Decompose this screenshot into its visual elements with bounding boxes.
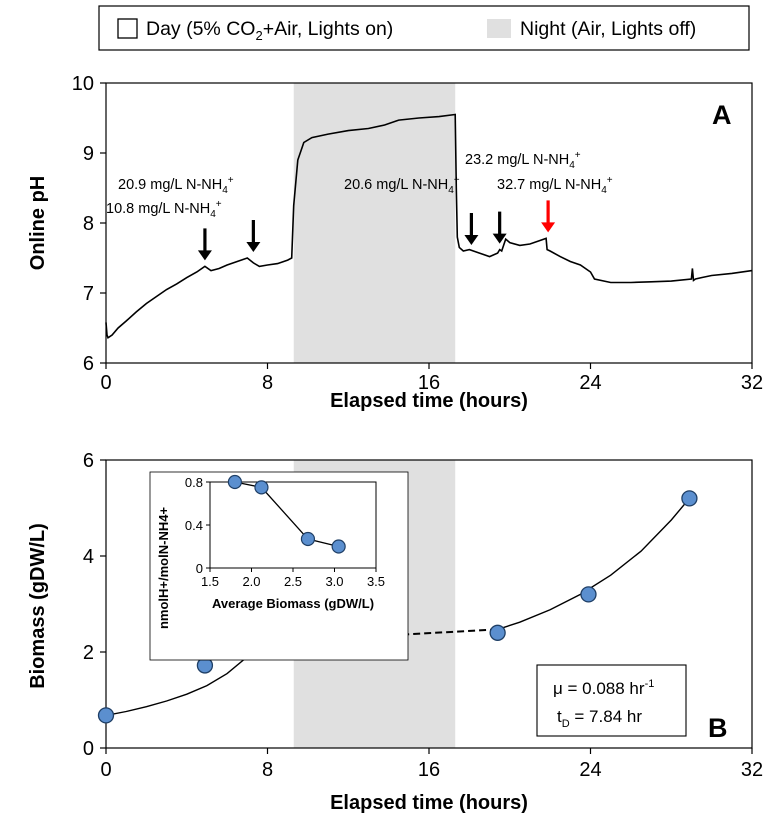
panel-b-y-tick-label: 0 bbox=[83, 738, 94, 760]
inset-data-point bbox=[254, 480, 269, 495]
panel-a-night-band bbox=[293, 83, 456, 363]
legend-day-label: Day (5% CO2+Air, Lights on) bbox=[146, 18, 393, 43]
biomass-data-point bbox=[489, 624, 506, 641]
panel-b-x-tick-label: 32 bbox=[741, 759, 763, 781]
panel-a-x-tick-label: 24 bbox=[579, 372, 601, 394]
nh4-addition-label: 10.8 mg/L N-NH4+ bbox=[106, 199, 222, 220]
legend: Day (5% CO2+Air, Lights on) Night (Air, … bbox=[98, 5, 750, 51]
doubling-time-text: tD = 7.84 hr bbox=[557, 707, 642, 730]
inset-x-tick-label: 2.0 bbox=[242, 574, 260, 589]
panel-b-y-tick-label: 4 bbox=[83, 546, 94, 568]
ph-series-line bbox=[105, 113, 753, 340]
inset-y-tick-label: 0.4 bbox=[185, 518, 203, 533]
panel-a-y-tick-label: 8 bbox=[83, 213, 94, 235]
legend-day-swatch bbox=[117, 18, 138, 39]
inset-x-tick-label: 1.5 bbox=[201, 574, 219, 589]
legend-night-swatch bbox=[487, 19, 511, 38]
biomass-fit-day1 bbox=[105, 641, 260, 717]
panel-a-y-tick-label: 9 bbox=[83, 143, 94, 165]
panel-a-x-tick-label: 0 bbox=[100, 372, 111, 394]
nh4-addition-arrowhead bbox=[197, 250, 212, 261]
inset-data-point bbox=[331, 539, 346, 554]
inset-y-tick-label: 0 bbox=[196, 561, 203, 576]
nh4-addition-label: 32.7 mg/L N-NH4+ bbox=[497, 175, 613, 196]
inset-background bbox=[149, 471, 409, 661]
nh4-addition-label: 20.6 mg/L N-NH4+ bbox=[344, 175, 460, 196]
inset-x-tick-label: 3.5 bbox=[367, 574, 385, 589]
legend-night-label: Night (Air, Lights off) bbox=[520, 18, 696, 40]
nh4-addition-arrowhead bbox=[492, 233, 507, 244]
panel-a-y-tick-label: 6 bbox=[83, 353, 94, 375]
inset-x-tick-label: 2.5 bbox=[284, 574, 302, 589]
panel-b-x-axis-label: Elapsed time (hours) bbox=[330, 792, 528, 814]
inset-series-line bbox=[234, 481, 339, 548]
panel-b-x-tick-label: 24 bbox=[579, 759, 601, 781]
nh4-addition-label: 20.9 mg/L N-NH4+ bbox=[118, 175, 234, 196]
panel-a-letter: A bbox=[712, 100, 732, 130]
inset-data-point bbox=[300, 531, 316, 547]
panel-a-ph-chart: 0 8 16 24 32 6 7 8 9 10 10.8 mg/L N-NH4+ 20.9 mg/L… bbox=[27, 73, 763, 412]
nh4-addition-label: 23.2 mg/L N-NH4+ bbox=[465, 150, 581, 171]
panel-b-letter: B bbox=[708, 713, 728, 743]
panel-b-x-tick-label: 8 bbox=[262, 759, 273, 781]
panel-a-y-tick-label: 10 bbox=[72, 73, 94, 95]
biomass-data-point bbox=[681, 490, 698, 507]
biomass-fit-day2 bbox=[497, 495, 692, 631]
panel-a-x-tick-label: 8 bbox=[262, 372, 273, 394]
inset-y-axis-label: nmolH+/molN-NH4+ bbox=[156, 507, 171, 629]
panel-b-y-tick-label: 2 bbox=[83, 642, 94, 664]
growth-rate-text: μ = 0.088 hr-1 bbox=[553, 678, 654, 698]
inset-data-point bbox=[227, 474, 242, 490]
panel-b-x-tick-label: 16 bbox=[418, 759, 440, 781]
panel-b-y-axis-label: Biomass (gDW/L) bbox=[27, 523, 49, 689]
panel-b-x-tick-label: 0 bbox=[100, 759, 111, 781]
panel-b-y-tick-label: 6 bbox=[83, 450, 94, 472]
biomass-data-point bbox=[97, 707, 115, 724]
inset-x-tick-label: 3.0 bbox=[325, 574, 343, 589]
panel-a-y-tick-label: 7 bbox=[83, 283, 94, 305]
inset-y-tick-label: 0.8 bbox=[185, 475, 203, 490]
inset-chart: 1.5 2.0 2.5 3.0 3.5 0 0.4 0.8 Average Biomass (… bbox=[149, 471, 409, 661]
panel-a-x-axis-label: Elapsed time (hours) bbox=[330, 390, 528, 412]
panel-a-y-axis-label: Online pH bbox=[27, 176, 49, 270]
panel-a-x-tick-label: 32 bbox=[741, 372, 763, 394]
nh4-addition-arrowhead bbox=[541, 222, 556, 233]
nh4-addition-arrowhead bbox=[464, 235, 479, 245]
biomass-data-point bbox=[580, 586, 597, 603]
panel-a-x-tick-label: 16 bbox=[418, 372, 440, 394]
growth-stats-box: μ = 0.088 hr-1 tD = 7.84 hr bbox=[536, 664, 687, 737]
nh4-addition-arrowhead bbox=[246, 242, 261, 252]
inset-x-axis-label: Average Biomass (gDW/L) bbox=[212, 596, 374, 611]
